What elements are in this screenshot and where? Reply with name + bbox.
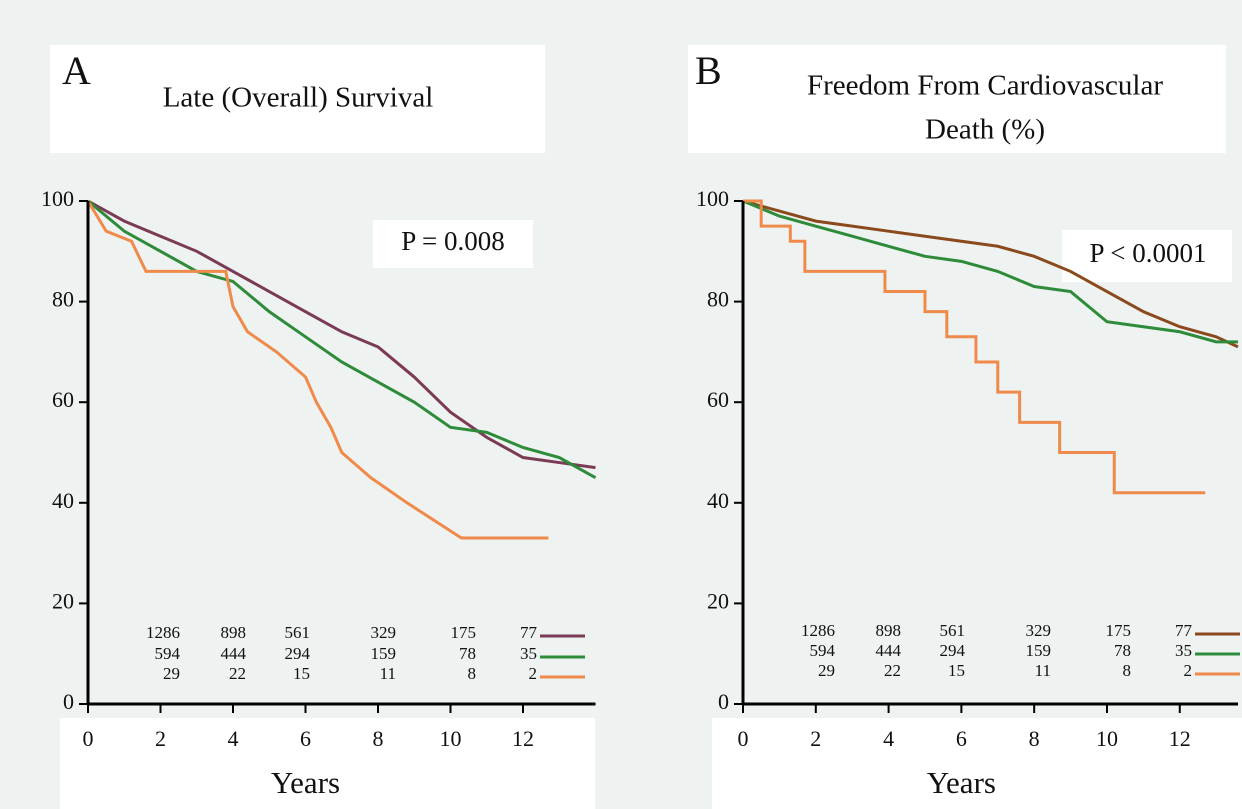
y-tick-label: 80 [52,287,74,312]
x-tick-label: 2 [810,726,821,751]
at-risk-count: 15 [948,661,965,680]
at-risk-count: 8 [1123,661,1132,680]
at-risk-count: 78 [459,644,476,663]
at-risk-count: 29 [818,661,835,680]
at-risk-count: 594 [810,641,836,660]
at-risk-count: 294 [285,644,311,663]
axis-box [60,718,595,809]
annotation: P = 0.008 [401,226,505,256]
x-tick-label: 12 [512,726,534,751]
at-risk-count: 22 [229,664,246,683]
at-risk-count: 329 [371,623,397,642]
at-risk-count: 8 [468,664,477,683]
survival-curve [743,199,1206,495]
at-risk-count: 898 [876,621,902,640]
x-tick-label: 6 [956,726,967,751]
chart-title: Freedom From Cardiovascular [807,70,1163,102]
survival-curve [742,199,1239,349]
y-tick-label: 100 [696,186,729,211]
at-risk-count: 561 [285,623,311,642]
x-tick-label: 10 [440,726,462,751]
at-risk-count: 78 [1114,641,1131,660]
x-tick-label: 8 [1029,726,1040,751]
survival-curve [87,199,596,470]
x-tick-label: 10 [1096,726,1118,751]
at-risk-count: 329 [1026,621,1052,640]
at-risk-count: 898 [221,623,247,642]
x-tick-label: 6 [300,726,311,751]
y-tick-label: 40 [707,488,729,513]
survival-curve [742,199,1238,344]
x-tick-label: 12 [1169,726,1191,751]
at-risk-count: 29 [163,664,180,683]
at-risk-count: 2 [1184,661,1193,680]
at-risk-count: 1286 [146,623,180,642]
at-risk-count: 1286 [801,621,835,640]
at-risk-count: 2 [529,664,538,683]
at-risk-count: 11 [380,664,396,683]
y-tick-label: 20 [52,588,74,613]
y-tick-label: 60 [52,387,74,412]
at-risk-count: 159 [1026,641,1052,660]
x-tick-label: 0 [83,726,94,751]
survival-curve [87,199,597,479]
annotation-box [1062,230,1232,282]
title-box [688,45,1226,153]
x-tick-label: 2 [155,726,166,751]
x-tick-label: 0 [738,726,749,751]
at-risk-count: 11 [1035,661,1051,680]
annotation-box [373,220,533,268]
x-tick-label: 4 [228,726,239,751]
at-risk-count: 35 [520,644,537,663]
x-tick-label: 8 [373,726,384,751]
y-tick-label: 40 [52,488,74,513]
y-tick-label: 100 [41,186,74,211]
x-axis-label: Years [271,765,340,800]
at-risk-count: 77 [1175,621,1193,640]
y-tick-label: 0 [63,689,74,714]
annotation: P < 0.0001 [1090,238,1207,268]
title-box [50,45,545,153]
at-risk-count: 35 [1175,641,1192,660]
axis-box [712,718,1242,809]
at-risk-count: 159 [371,644,397,663]
at-risk-count: 175 [1106,621,1132,640]
chart-title: Death (%) [925,114,1045,146]
y-tick-label: 60 [707,387,729,412]
at-risk-count: 294 [940,641,966,660]
at-risk-count: 444 [876,641,902,660]
at-risk-count: 561 [940,621,966,640]
at-risk-count: 22 [884,661,901,680]
x-axis-label: Years [927,765,996,800]
y-tick-label: 20 [707,588,729,613]
at-risk-count: 444 [221,644,247,663]
at-risk-count: 175 [451,623,477,642]
at-risk-count: 15 [293,664,310,683]
at-risk-count: 594 [155,644,181,663]
y-tick-label: 0 [718,689,729,714]
at-risk-count: 77 [520,623,538,642]
x-tick-label: 4 [883,726,894,751]
panel-label: A [62,48,91,93]
y-tick-label: 80 [707,287,729,312]
survival-curve [86,200,549,540]
panel-label: B [695,48,722,93]
chart-title: Late (Overall) Survival [163,82,434,114]
